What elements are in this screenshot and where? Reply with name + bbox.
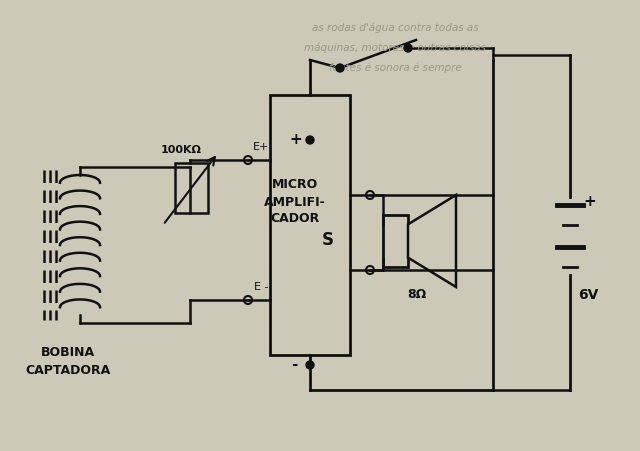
Text: +: +	[584, 194, 596, 210]
Text: E -: E -	[253, 282, 268, 292]
Text: fontes é sonora é sempre: fontes é sonora é sempre	[328, 63, 461, 73]
Bar	[383, 215, 408, 267]
Text: 8Ω: 8Ω	[408, 289, 427, 302]
Bar	[175, 163, 208, 213]
Text: BOBINA: BOBINA	[41, 346, 95, 359]
Text: -: -	[291, 358, 297, 373]
Circle shape	[404, 44, 412, 52]
Text: S: S	[322, 231, 334, 249]
Bar	[270, 95, 350, 355]
Text: as rodas d'água contra todas as: as rodas d'água contra todas as	[312, 23, 478, 33]
Text: E+: E+	[253, 142, 269, 152]
Polygon shape	[408, 195, 456, 287]
Text: CADOR: CADOR	[270, 212, 319, 226]
Text: MICRO: MICRO	[272, 179, 318, 192]
Circle shape	[336, 64, 344, 72]
Text: máquinas, motores e outras coisas: máquinas, motores e outras coisas	[304, 43, 486, 53]
Text: 6V: 6V	[578, 288, 598, 302]
Text: +: +	[290, 133, 302, 147]
Text: AMPLIFI-: AMPLIFI-	[264, 195, 326, 208]
Circle shape	[306, 361, 314, 369]
Text: 100KΩ: 100KΩ	[161, 145, 202, 155]
Circle shape	[306, 136, 314, 144]
Text: CAPTADORA: CAPTADORA	[26, 364, 111, 377]
